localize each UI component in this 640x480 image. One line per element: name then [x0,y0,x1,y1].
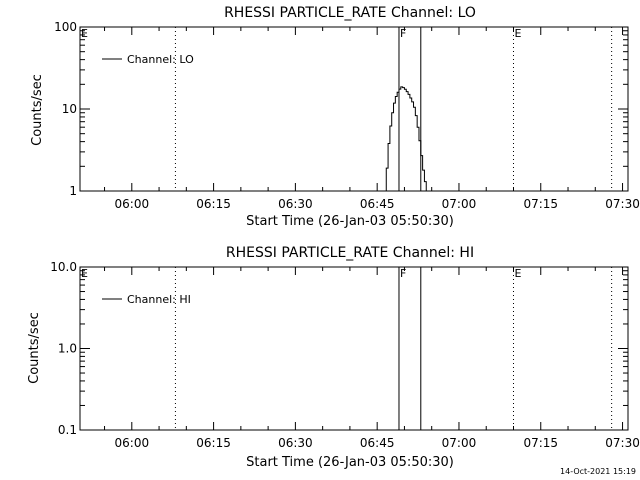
legend-label: Channel: LO [127,53,194,66]
x-tick-label: 06:45 [360,436,395,450]
x-tick-label: 06:00 [115,197,150,211]
x-tick-label: 06:30 [278,197,313,211]
flag-label: E [514,267,521,280]
plot-frame [79,26,629,192]
y-tick-label: 10.0 [50,260,77,274]
plot-area-hi: E F E 06:00 06:15 06:30 06:45 07:00 07:15 07:30 0.… [50,260,640,450]
plot-frame [79,266,629,431]
y-axis-title-lo: Counts/sec [30,74,45,146]
chart-title-lo: RHESSI PARTICLE_RATE Channel: LO [224,5,476,21]
y-tick-label: 1.0 [58,342,77,356]
chart-title-hi: RHESSI PARTICLE_RATE Channel: HI [226,245,474,261]
x-tick-label: 06:30 [278,436,313,450]
x-axis-title-hi: Start Time (26-Jan-03 05:50:30) [246,455,454,470]
y-tick-label: 10 [62,102,77,116]
x-axis-title-lo: Start Time (26-Jan-03 05:50:30) [246,214,454,229]
footer-timestamp: 14-Oct-2021 15:19 [560,467,636,476]
x-tick-label: 06:45 [360,197,395,211]
x-tick-label: 07:00 [442,197,477,211]
series-line-channello [384,86,427,192]
x-tick-label: 07:30 [605,197,640,211]
y-tick-label: 1 [69,184,77,198]
y-tick-label: 100 [54,20,77,34]
flag-label: E [81,267,88,280]
flag-label: E [81,27,88,40]
plot-area-lo: E F E 06:00 06:15 06:30 06:45 07:00 07:15 07:30 1 1… [54,20,640,211]
x-tick-label: 06:00 [115,436,150,450]
flag-label: F [400,267,406,280]
x-tick-label: 07:30 [605,436,640,450]
y-tick-label: 0.1 [58,423,77,437]
x-tick-label: 07:00 [442,436,477,450]
x-tick-label: 07:15 [523,436,558,450]
panel-lo: RHESSI PARTICLE_RATE Channel: LO Start T… [30,5,640,229]
x-tick-label: 06:15 [196,197,231,211]
flag-label: E [514,27,521,40]
legend-label: Channel: HI [127,293,191,306]
x-tick-label: 06:15 [196,436,231,450]
x-tick-label: 07:15 [523,197,558,211]
panel-hi: RHESSI PARTICLE_RATE Channel: HI Start T… [27,245,640,470]
y-axis-title-hi: Counts/sec [27,312,42,384]
flag-label: F [400,27,406,40]
